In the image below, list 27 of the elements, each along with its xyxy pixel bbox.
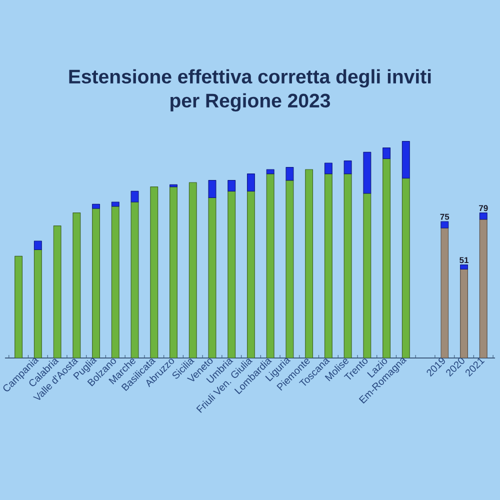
bar xyxy=(111,202,120,207)
bar xyxy=(92,204,100,209)
bar xyxy=(208,180,216,198)
annotation: 51 xyxy=(460,257,468,264)
chart-title: Estensione effettiva corretta degli inviti per Regione 2023 xyxy=(69,69,431,112)
bar xyxy=(382,148,391,159)
bar xyxy=(286,180,294,358)
bar xyxy=(344,160,352,174)
bar xyxy=(479,212,488,220)
bar xyxy=(130,190,139,202)
bar xyxy=(228,180,236,192)
bar xyxy=(402,141,410,178)
bar xyxy=(402,178,410,358)
bar xyxy=(286,167,294,181)
bar xyxy=(170,184,178,188)
bar xyxy=(266,169,274,174)
bar xyxy=(208,197,216,358)
bar xyxy=(479,219,488,358)
bar xyxy=(34,240,42,250)
bar xyxy=(363,152,372,194)
bar xyxy=(246,190,255,358)
bar xyxy=(440,221,449,228)
annotation: 75 xyxy=(440,214,450,220)
bar xyxy=(246,174,255,192)
annotation: 79 xyxy=(479,205,488,212)
bar xyxy=(324,162,332,174)
bar xyxy=(460,264,468,270)
